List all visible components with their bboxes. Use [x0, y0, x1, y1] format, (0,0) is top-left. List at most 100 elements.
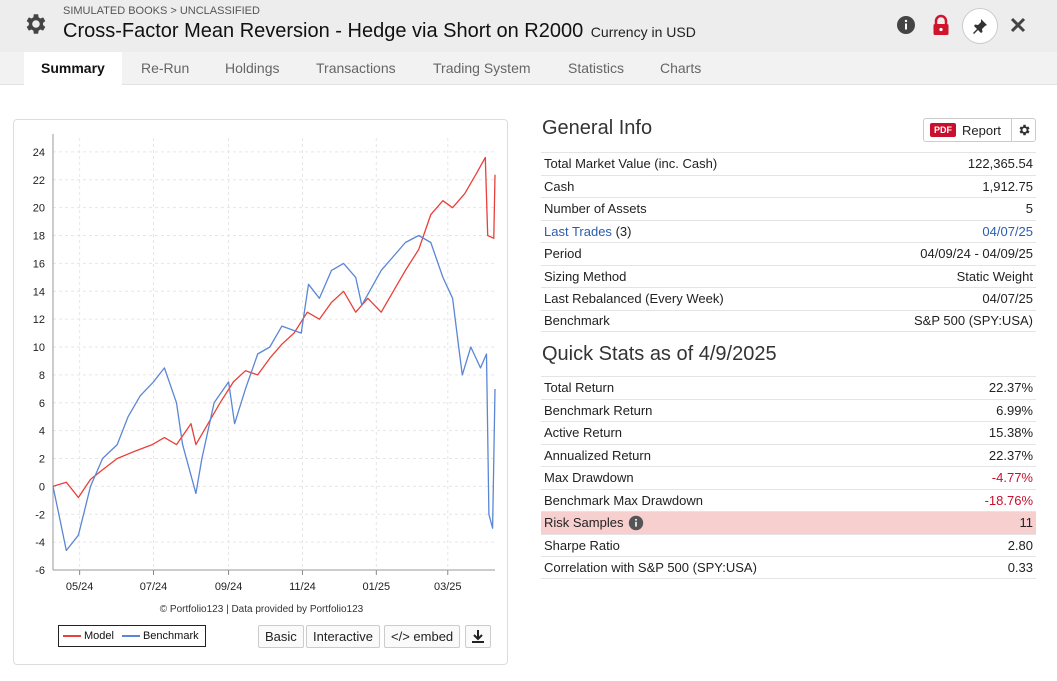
- row-benchmark-max-drawdown: Benchmark Max Drawdown -18.76%: [541, 488, 1036, 512]
- chart-legend: Model Benchmark: [58, 625, 206, 647]
- info-icon[interactable]: [895, 14, 917, 36]
- y-tick-label: -6: [35, 565, 45, 577]
- y-tick-label: -2: [35, 509, 45, 521]
- download-icon: [472, 630, 484, 643]
- x-tick-label: 11/24: [289, 581, 316, 593]
- currency-label: Currency in USD: [590, 24, 696, 40]
- embed-button[interactable]: </> embed: [384, 625, 461, 648]
- lock-icon[interactable]: [930, 14, 952, 36]
- y-tick-label: 16: [33, 258, 45, 270]
- book-header: SIMULATED BOOKS > UNCLASSIFIED Cross-Fac…: [0, 0, 1057, 52]
- last-trades-date-link[interactable]: 04/07/25: [982, 223, 1033, 239]
- chart-credit: © Portfolio123 | Data provided by Portfo…: [159, 604, 364, 615]
- row-value: 5: [1025, 201, 1033, 217]
- page-title: Cross-Factor Mean Reversion - Hedge via …: [63, 20, 696, 43]
- series-line-benchmark: [52, 234, 496, 552]
- last-trades-link[interactable]: Last Trades: [544, 223, 612, 239]
- pin-button[interactable]: [962, 8, 998, 44]
- x-tick-label: 07/24: [140, 581, 168, 593]
- last-trades-count: (3): [615, 223, 632, 239]
- row-label: Total Return: [544, 380, 615, 396]
- row-label: Benchmark Return: [544, 402, 653, 418]
- book-title: Cross-Factor Mean Reversion - Hedge via …: [63, 20, 584, 42]
- y-tick-label: 18: [33, 231, 45, 243]
- tab-charts[interactable]: Charts: [660, 60, 702, 76]
- row-value: 2.80: [1007, 537, 1033, 553]
- close-icon[interactable]: [1007, 14, 1029, 36]
- y-tick-label: 14: [33, 286, 45, 298]
- row-correlation: Correlation with S&P 500 (SPY:USA) 0.33: [541, 556, 1036, 579]
- y-tick-label: 10: [33, 342, 45, 354]
- row-label: Cash: [544, 178, 575, 194]
- row-value: 15.38%: [988, 425, 1033, 441]
- y-tick-label: 0: [39, 481, 45, 493]
- row-max-drawdown: Max Drawdown -4.77%: [541, 466, 1036, 489]
- info-icon[interactable]: [628, 515, 644, 531]
- x-tick-label: 03/25: [434, 581, 462, 593]
- y-tick-label: 22: [33, 175, 45, 187]
- report-settings-button[interactable]: [1011, 119, 1035, 141]
- pin-icon: [973, 19, 987, 34]
- report-button[interactable]: PDF Report: [923, 118, 1036, 142]
- row-label: Period: [544, 246, 582, 262]
- row-label: Annualized Return: [544, 447, 651, 463]
- tab-bar: Summary Re-Run Holdings Transactions Tra…: [0, 52, 1057, 85]
- x-tick-label: 05/24: [66, 581, 94, 593]
- row-label: Total Market Value (inc. Cash): [544, 156, 718, 172]
- y-tick-label: 12: [33, 314, 45, 326]
- row-sharpe-ratio: Sharpe Ratio 2.80: [541, 533, 1036, 557]
- y-tick-label: 4: [39, 426, 45, 438]
- tab-transactions[interactable]: Transactions: [316, 60, 396, 76]
- tab-holdings[interactable]: Holdings: [225, 60, 280, 76]
- row-label: Risk Samples: [544, 515, 644, 531]
- row-value: S&P 500 (SPY:USA): [914, 313, 1033, 329]
- series-line-model: [52, 156, 496, 499]
- tab-trading-system[interactable]: Trading System: [433, 60, 531, 76]
- report-label: Report: [962, 122, 1002, 138]
- settings-gear-icon[interactable]: [22, 11, 48, 37]
- row-label: Sharpe Ratio: [544, 537, 620, 553]
- row-period: Period 04/09/24 - 04/09/25: [541, 242, 1036, 265]
- row-label: Max Drawdown: [544, 470, 634, 486]
- quick-stats-table: Total Return 22.37% Benchmark Return 6.9…: [541, 376, 1036, 579]
- y-tick-label: 24: [33, 147, 45, 159]
- row-risk-samples: Risk Samples 11: [541, 511, 1036, 534]
- row-value: 0.33: [1007, 559, 1033, 575]
- y-tick-label: -4: [35, 537, 45, 549]
- row-value: 122,365.54: [967, 156, 1033, 172]
- row-value: 6.99%: [996, 402, 1033, 418]
- row-num-assets: Number of Assets 5: [541, 197, 1036, 220]
- row-active-return: Active Return 15.38%: [541, 421, 1036, 444]
- row-label: Benchmark Max Drawdown: [544, 492, 703, 508]
- breadcrumb[interactable]: SIMULATED BOOKS > UNCLASSIFIED: [63, 5, 260, 17]
- risk-samples-label: Risk Samples: [544, 515, 624, 531]
- row-value: 22.37%: [988, 447, 1033, 463]
- row-sizing-method: Sizing Method Static Weight: [541, 264, 1036, 288]
- gear-icon: [1019, 124, 1030, 136]
- tab-summary[interactable]: Summary: [24, 52, 122, 85]
- tab-rerun[interactable]: Re-Run: [141, 60, 190, 76]
- row-annualized-return: Annualized Return 22.37%: [541, 443, 1036, 467]
- legend-benchmark-label[interactable]: Benchmark: [142, 630, 199, 642]
- legend-benchmark-swatch: [121, 635, 140, 637]
- interactive-button[interactable]: Interactive: [306, 625, 380, 648]
- legend-model-label[interactable]: Model: [84, 630, 114, 642]
- row-label: Correlation with S&P 500 (SPY:USA): [544, 559, 757, 575]
- row-value: 22.37%: [988, 380, 1033, 396]
- basic-button[interactable]: Basic: [258, 625, 304, 648]
- row-cash: Cash 1,912.75: [541, 174, 1036, 198]
- y-tick-label: 8: [39, 370, 45, 382]
- performance-chart-panel: 24 22 20 18 16 14 12 10 8 6 4 2 0 -2 -4 -6 05/24 07/24 09/…: [13, 119, 508, 665]
- row-benchmark: Benchmark S&P 500 (SPY:USA): [541, 309, 1036, 332]
- row-value: 1,912.75: [982, 178, 1033, 194]
- row-value: 04/07/25: [982, 291, 1033, 307]
- row-benchmark-return: Benchmark Return 6.99%: [541, 398, 1036, 422]
- y-tick-label: 6: [39, 398, 45, 410]
- tab-statistics[interactable]: Statistics: [568, 60, 625, 76]
- x-tick-label: 09/24: [215, 581, 243, 593]
- general-info-title: General Info: [542, 117, 653, 139]
- download-button[interactable]: [465, 625, 491, 648]
- row-label: Active Return: [544, 425, 623, 441]
- row-label: Benchmark: [544, 313, 610, 329]
